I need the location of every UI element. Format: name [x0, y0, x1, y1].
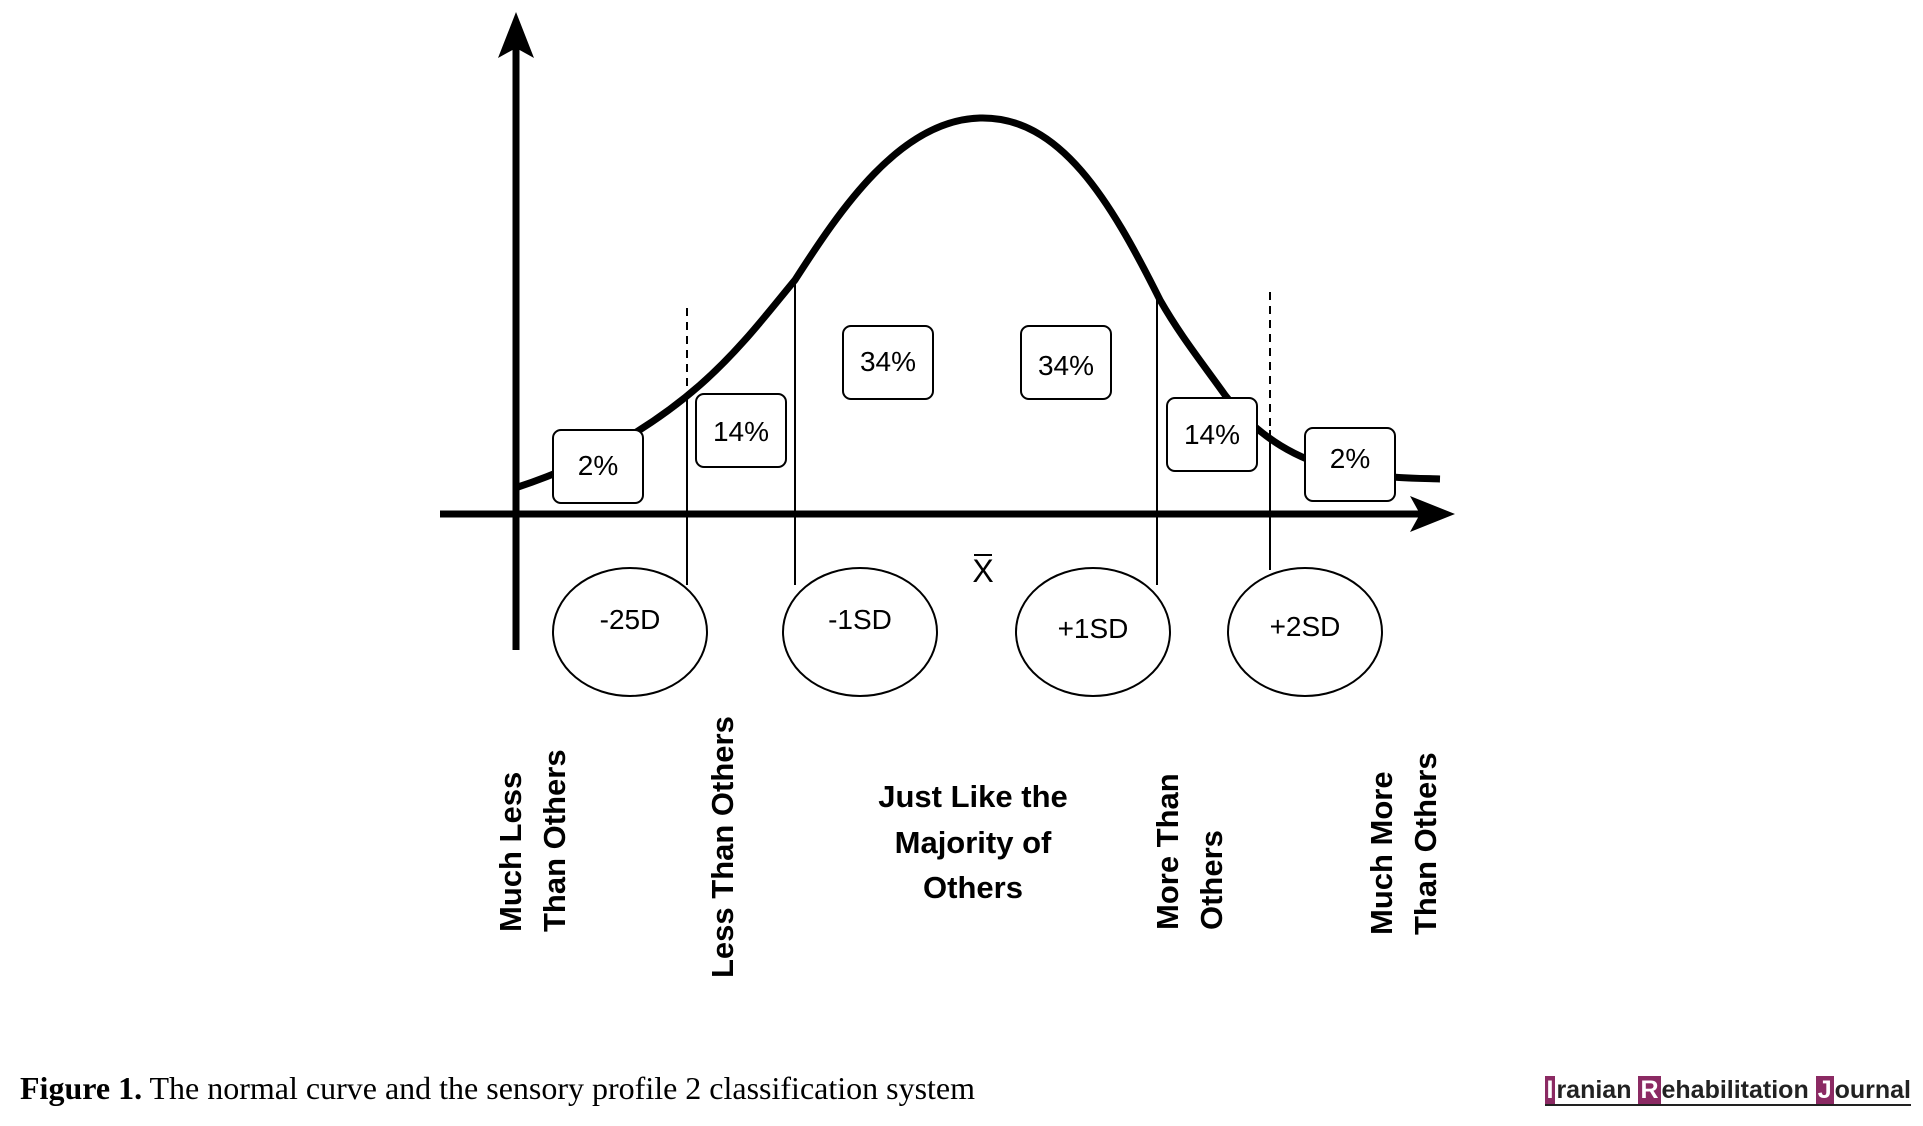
y-axis-arrowhead: [498, 12, 534, 58]
percent-label: 2%: [1330, 443, 1370, 474]
percent-label: 34%: [1038, 350, 1094, 381]
category-line: More Than: [1150, 773, 1185, 930]
mean-label: X: [972, 553, 993, 589]
category-line: Less Than Others: [705, 716, 740, 978]
caption-text: The normal curve and the sensory profile…: [142, 1070, 976, 1106]
category-line: Much More: [1364, 771, 1399, 935]
sd-label: -25D: [600, 604, 661, 635]
category-much-more: Much More Than Others: [1364, 752, 1443, 935]
category-much-less: Much Less Than Others: [493, 749, 572, 932]
category-more: More Than Others: [1150, 773, 1229, 930]
percent-box: 14%: [695, 393, 787, 468]
category-line: Majority of: [895, 825, 1052, 860]
journal-word: ournal: [1834, 1076, 1911, 1104]
percent-label: 34%: [860, 346, 916, 377]
sd-marker: +1SD: [1015, 567, 1171, 697]
journal-initial: R: [1638, 1076, 1661, 1104]
sd-marker: -25D: [552, 567, 708, 697]
category-line: Much Less: [493, 772, 528, 932]
journal-word: ranian: [1556, 1076, 1639, 1104]
caption-label: Figure 1.: [20, 1070, 143, 1106]
percent-box: 34%: [1020, 325, 1112, 400]
category-line: Others: [1194, 830, 1229, 930]
category-less: Less Than Others: [705, 716, 740, 978]
percent-box: 2%: [552, 429, 644, 504]
journal-initial: J: [1815, 1076, 1834, 1104]
sd-label: +1SD: [1058, 613, 1129, 644]
journal-word: ehabilitation: [1661, 1076, 1816, 1104]
percent-label: 2%: [578, 450, 618, 481]
percent-label: 14%: [713, 416, 769, 447]
category-just-like: Just Like the Majority of Others: [878, 779, 1068, 905]
percent-label: 14%: [1184, 419, 1240, 450]
category-line: Than Others: [1408, 752, 1443, 935]
journal-initial: I: [1544, 1076, 1556, 1104]
percent-box: 2%: [1304, 427, 1396, 502]
sd-marker: -1SD: [782, 567, 938, 697]
figure-caption: Figure 1. The normal curve and the senso…: [20, 1070, 975, 1107]
percent-box: 34%: [842, 325, 934, 400]
sd-label: -1SD: [828, 604, 892, 635]
normal-curve: [516, 114, 1441, 491]
sd-label: +2SD: [1270, 611, 1341, 642]
percent-box: 14%: [1166, 397, 1258, 472]
x-axis-arrowhead: [1410, 496, 1455, 532]
category-line: Just Like the: [878, 779, 1068, 814]
category-line: Others: [923, 870, 1023, 905]
sd-marker: +2SD: [1227, 567, 1383, 697]
category-line: Than Others: [537, 749, 572, 932]
